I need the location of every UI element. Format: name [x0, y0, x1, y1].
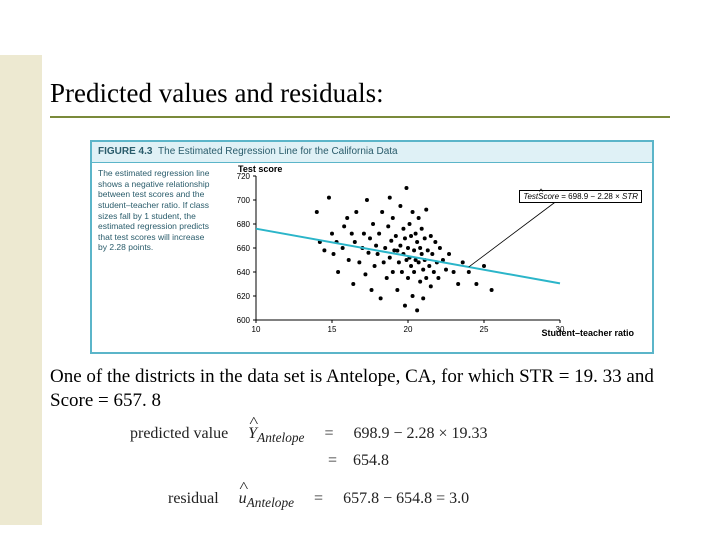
figure-caption: The estimated regression line shows a ne…	[98, 168, 210, 253]
figure-header: FIGURE 4.3 The Estimated Regression Line…	[92, 142, 652, 163]
residual-label: residual	[168, 490, 219, 507]
predicted-rhs1: 698.9 − 2.28 × 19.33	[353, 425, 487, 442]
page-title: Predicted values and residuals:	[50, 78, 384, 109]
svg-text:15: 15	[328, 325, 337, 334]
equation-residual: residual uAntelope = 657.8 − 654.8 = 3.0	[168, 490, 688, 511]
svg-text:25: 25	[480, 325, 489, 334]
uhat-symbol: u	[239, 490, 247, 507]
x-axis-label: Student–teacher ratio	[541, 328, 634, 338]
equation-predicted: predicted value YAntelope = 698.9 − 2.28…	[130, 425, 650, 446]
svg-text:20: 20	[404, 325, 413, 334]
predicted-rhs2: 654.8	[353, 452, 389, 469]
yhat-symbol: Y	[248, 425, 257, 442]
svg-text:640: 640	[237, 268, 251, 277]
svg-text:660: 660	[237, 244, 251, 253]
uhat-sub: Antelope	[247, 495, 294, 510]
residual-rhs: 657.8 − 654.8 = 3.0	[343, 490, 469, 507]
svg-text:700: 700	[237, 196, 251, 205]
equation-predicted-2: = 654.8	[328, 452, 389, 470]
predicted-label: predicted value	[130, 425, 228, 442]
title-underline	[50, 116, 670, 118]
yhat-sub: Antelope	[257, 430, 304, 445]
paragraph-antelope: One of the districts in the data set is …	[50, 365, 670, 413]
regression-equation-callout: TestScore = 698.9 − 2.28 × STR	[519, 190, 642, 203]
hat-symbol: TestScore	[523, 192, 559, 201]
callout-eq: = 698.9 − 2.28 × STR	[561, 192, 638, 201]
svg-text:620: 620	[237, 292, 251, 301]
svg-text:600: 600	[237, 316, 251, 325]
slide-accent-sidebar	[0, 55, 42, 525]
svg-text:680: 680	[237, 220, 251, 229]
svg-text:10: 10	[252, 325, 261, 334]
scatter-chart: Test score 60062064066068070072010152025…	[220, 166, 640, 346]
y-axis-label: Test score	[238, 164, 282, 174]
figure-label: FIGURE 4.3	[98, 146, 152, 157]
figure-title: The Estimated Regression Line for the Ca…	[158, 146, 398, 157]
figure-4-3: FIGURE 4.3 The Estimated Regression Line…	[90, 140, 654, 354]
